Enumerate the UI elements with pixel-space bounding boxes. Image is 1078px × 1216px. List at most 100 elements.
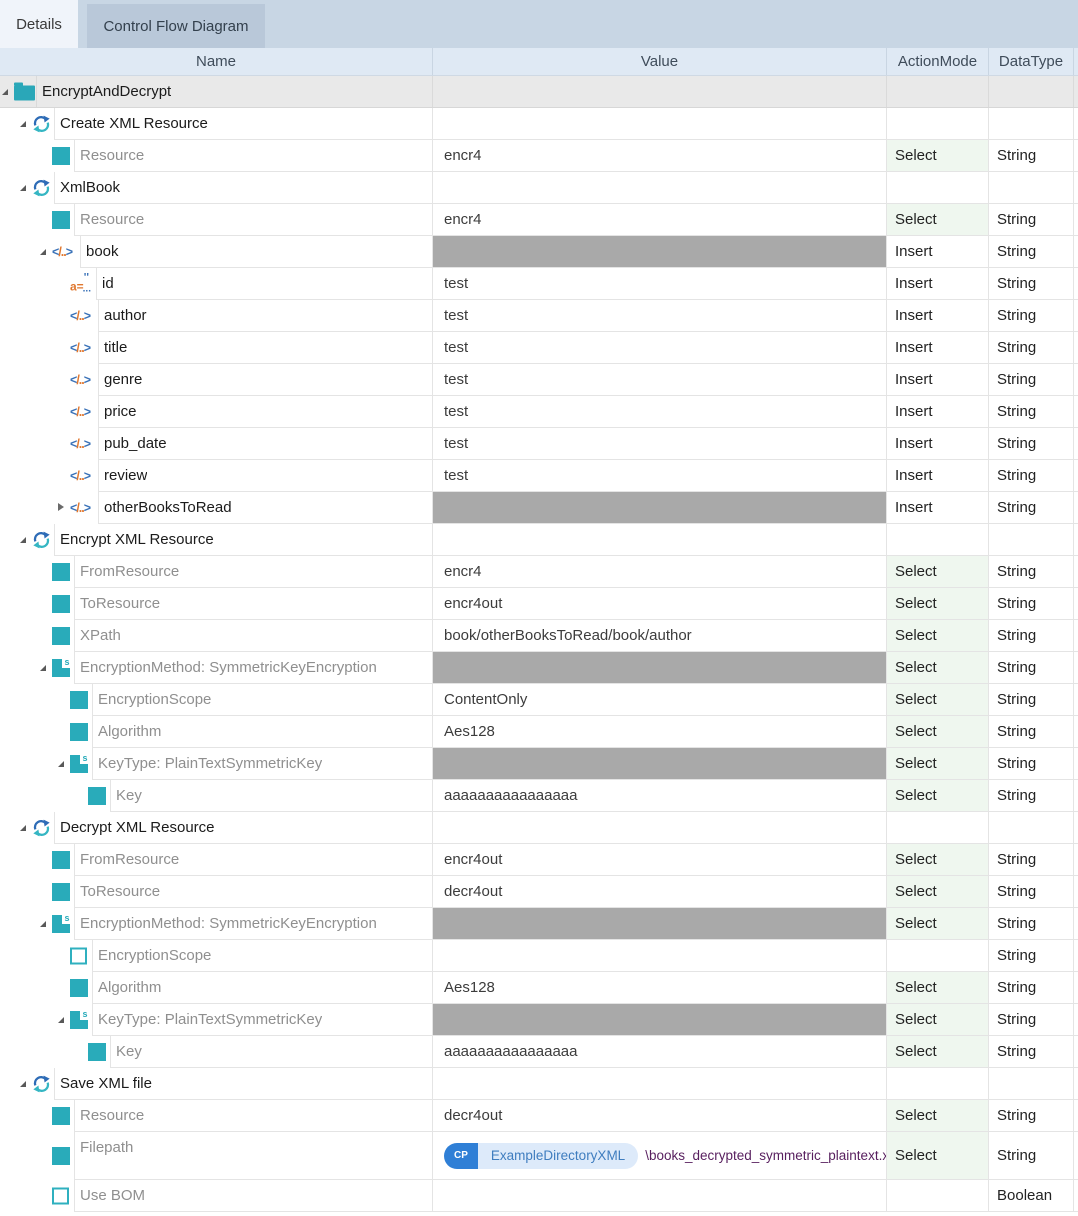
actionmode-cell[interactable]: Insert	[886, 300, 988, 332]
value-cell[interactable]	[432, 492, 886, 524]
value-cell[interactable]: decr4out	[432, 1100, 886, 1132]
tree-row-xmlbook[interactable]: XmlBook	[0, 172, 1078, 204]
actionmode-cell[interactable]: Insert	[886, 428, 988, 460]
tree-row-fromresource[interactable]: FromResource encr4 Select String	[0, 556, 1078, 588]
column-header-actionmode[interactable]: ActionMode	[886, 48, 988, 75]
value-cell[interactable]	[432, 524, 886, 556]
actionmode-cell[interactable]: Select	[886, 652, 988, 684]
value-cell[interactable]: test	[432, 428, 886, 460]
tree-row-book[interactable]: </..> book Insert String	[0, 236, 1078, 268]
actionmode-cell[interactable]: Select	[886, 908, 988, 940]
actionmode-cell[interactable]	[886, 524, 988, 556]
tree-row-keytype-plaintextsymmetrickey[interactable]: s KeyType: PlainTextSymmetricKey Select Str…	[0, 1004, 1078, 1036]
actionmode-cell[interactable]: Select	[886, 620, 988, 652]
tree-row-encrypt-xml-resource[interactable]: Encrypt XML Resource	[0, 524, 1078, 556]
value-cell[interactable]	[432, 108, 886, 140]
tree-row-encryptanddecrypt[interactable]: EncryptAndDecrypt	[0, 76, 1078, 108]
value-cell[interactable]: encr4	[432, 204, 886, 236]
tree-row-id[interactable]: a= ''... id test Insert String	[0, 268, 1078, 300]
actionmode-cell[interactable]	[886, 1068, 988, 1100]
value-cell[interactable]	[432, 76, 886, 107]
actionmode-cell[interactable]: Select	[886, 1004, 988, 1036]
tree-row-save-xml-file[interactable]: Save XML file	[0, 1068, 1078, 1100]
tree-row-review[interactable]: </..> review test Insert String	[0, 460, 1078, 492]
column-header-name[interactable]: Name	[195, 53, 236, 70]
tree-row-resource[interactable]: Resource encr4 Select String	[0, 140, 1078, 172]
tree-row-create-xml-resource[interactable]: Create XML Resource	[0, 108, 1078, 140]
actionmode-cell[interactable]: Select	[886, 1132, 988, 1180]
tree-row-keytype-plaintextsymmetrickey[interactable]: s KeyType: PlainTextSymmetricKey Select Str…	[0, 748, 1078, 780]
expander-expanded-icon[interactable]	[20, 121, 26, 127]
expander-expanded-icon[interactable]	[58, 1017, 64, 1023]
tree-row-pub-date[interactable]: </..> pub_date test Insert String	[0, 428, 1078, 460]
tree-row-key[interactable]: Key aaaaaaaaaaaaaaaa Select String	[0, 780, 1078, 812]
value-cell[interactable]: Aes128	[432, 972, 886, 1004]
column-header-value[interactable]: Value	[432, 48, 886, 75]
tree-row-price[interactable]: </..> price test Insert String	[0, 396, 1078, 428]
tree-row-toresource[interactable]: ToResource decr4out Select String	[0, 876, 1078, 908]
expander-expanded-icon[interactable]	[58, 761, 64, 767]
value-cell[interactable]: book/otherBooksToRead/book/author	[432, 620, 886, 652]
value-cell[interactable]	[432, 652, 886, 684]
expander-expanded-icon[interactable]	[2, 88, 8, 95]
value-cell[interactable]	[432, 1068, 886, 1100]
actionmode-cell[interactable]: Select	[886, 876, 988, 908]
actionmode-cell[interactable]	[886, 1180, 988, 1212]
tree-row-encryptionmethod-symmetrickeyencryption[interactable]: s EncryptionMethod: SymmetricKeyEncryptio…	[0, 652, 1078, 684]
actionmode-cell[interactable]: Select	[886, 972, 988, 1004]
value-cell[interactable]: test	[432, 460, 886, 492]
value-cell[interactable]	[432, 236, 886, 268]
value-cell[interactable]	[432, 172, 886, 204]
value-cell[interactable]: test	[432, 300, 886, 332]
value-cell[interactable]: aaaaaaaaaaaaaaaa	[432, 780, 886, 812]
tree-row-filepath[interactable]: Filepath CP ExampleDirectoryXML \books_decr…	[0, 1132, 1078, 1180]
expander-expanded-icon[interactable]	[20, 537, 26, 543]
tree-row-genre[interactable]: </..> genre test Insert String	[0, 364, 1078, 396]
tree-row-encryptionmethod-symmetrickeyencryption[interactable]: s EncryptionMethod: SymmetricKeyEncryptio…	[0, 908, 1078, 940]
value-cell[interactable]: test	[432, 268, 886, 300]
actionmode-cell[interactable]: Select	[886, 748, 988, 780]
actionmode-cell[interactable]: Insert	[886, 236, 988, 268]
tree-row-toresource[interactable]: ToResource encr4out Select String	[0, 588, 1078, 620]
tree-row-key[interactable]: Key aaaaaaaaaaaaaaaa Select String	[0, 1036, 1078, 1068]
value-cell[interactable]: CP ExampleDirectoryXML \books_decrypted_sy…	[432, 1132, 886, 1180]
actionmode-cell[interactable]: Select	[886, 588, 988, 620]
actionmode-cell[interactable]	[886, 108, 988, 140]
value-cell[interactable]: ContentOnly	[432, 684, 886, 716]
value-cell[interactable]: encr4out	[432, 844, 886, 876]
actionmode-cell[interactable]: Select	[886, 844, 988, 876]
actionmode-cell[interactable]	[886, 76, 988, 107]
tree-row-encryptionscope[interactable]: EncryptionScope ContentOnly Select String	[0, 684, 1078, 716]
expander-expanded-icon[interactable]	[40, 665, 46, 671]
actionmode-cell[interactable]: Select	[886, 1036, 988, 1068]
value-cell[interactable]: aaaaaaaaaaaaaaaa	[432, 1036, 886, 1068]
value-cell[interactable]: test	[432, 332, 886, 364]
actionmode-cell[interactable]	[886, 172, 988, 204]
tree-row-use-bom[interactable]: Use BOM Boolean	[0, 1180, 1078, 1212]
value-cell[interactable]	[432, 812, 886, 844]
actionmode-cell[interactable]: Insert	[886, 332, 988, 364]
value-cell[interactable]: Aes128	[432, 716, 886, 748]
column-header-datatype[interactable]: DataType	[988, 48, 1073, 75]
actionmode-cell[interactable]: Insert	[886, 364, 988, 396]
expander-expanded-icon[interactable]	[20, 185, 26, 191]
filepath-token-pill[interactable]: CP ExampleDirectoryXML	[444, 1142, 639, 1169]
value-cell[interactable]: encr4	[432, 140, 886, 172]
expander-expanded-icon[interactable]	[40, 249, 46, 255]
actionmode-cell[interactable]: Insert	[886, 460, 988, 492]
value-cell[interactable]	[432, 1180, 886, 1212]
actionmode-cell[interactable]: Insert	[886, 268, 988, 300]
actionmode-cell[interactable]: Select	[886, 140, 988, 172]
tree-row-author[interactable]: </..> author test Insert String	[0, 300, 1078, 332]
tree-row-otherbookstoread[interactable]: </..> otherBooksToRead Insert String	[0, 492, 1078, 524]
value-cell[interactable]: test	[432, 364, 886, 396]
tree-row-algorithm[interactable]: Algorithm Aes128 Select String	[0, 972, 1078, 1004]
actionmode-cell[interactable]: Select	[886, 716, 988, 748]
tab-control-flow-diagram[interactable]: Control Flow Diagram	[87, 4, 265, 48]
tree-row-title[interactable]: </..> title test Insert String	[0, 332, 1078, 364]
value-cell[interactable]: decr4out	[432, 876, 886, 908]
tree-row-fromresource[interactable]: FromResource encr4out Select String	[0, 844, 1078, 876]
value-cell[interactable]: encr4	[432, 556, 886, 588]
value-cell[interactable]: test	[432, 396, 886, 428]
value-cell[interactable]	[432, 940, 886, 972]
